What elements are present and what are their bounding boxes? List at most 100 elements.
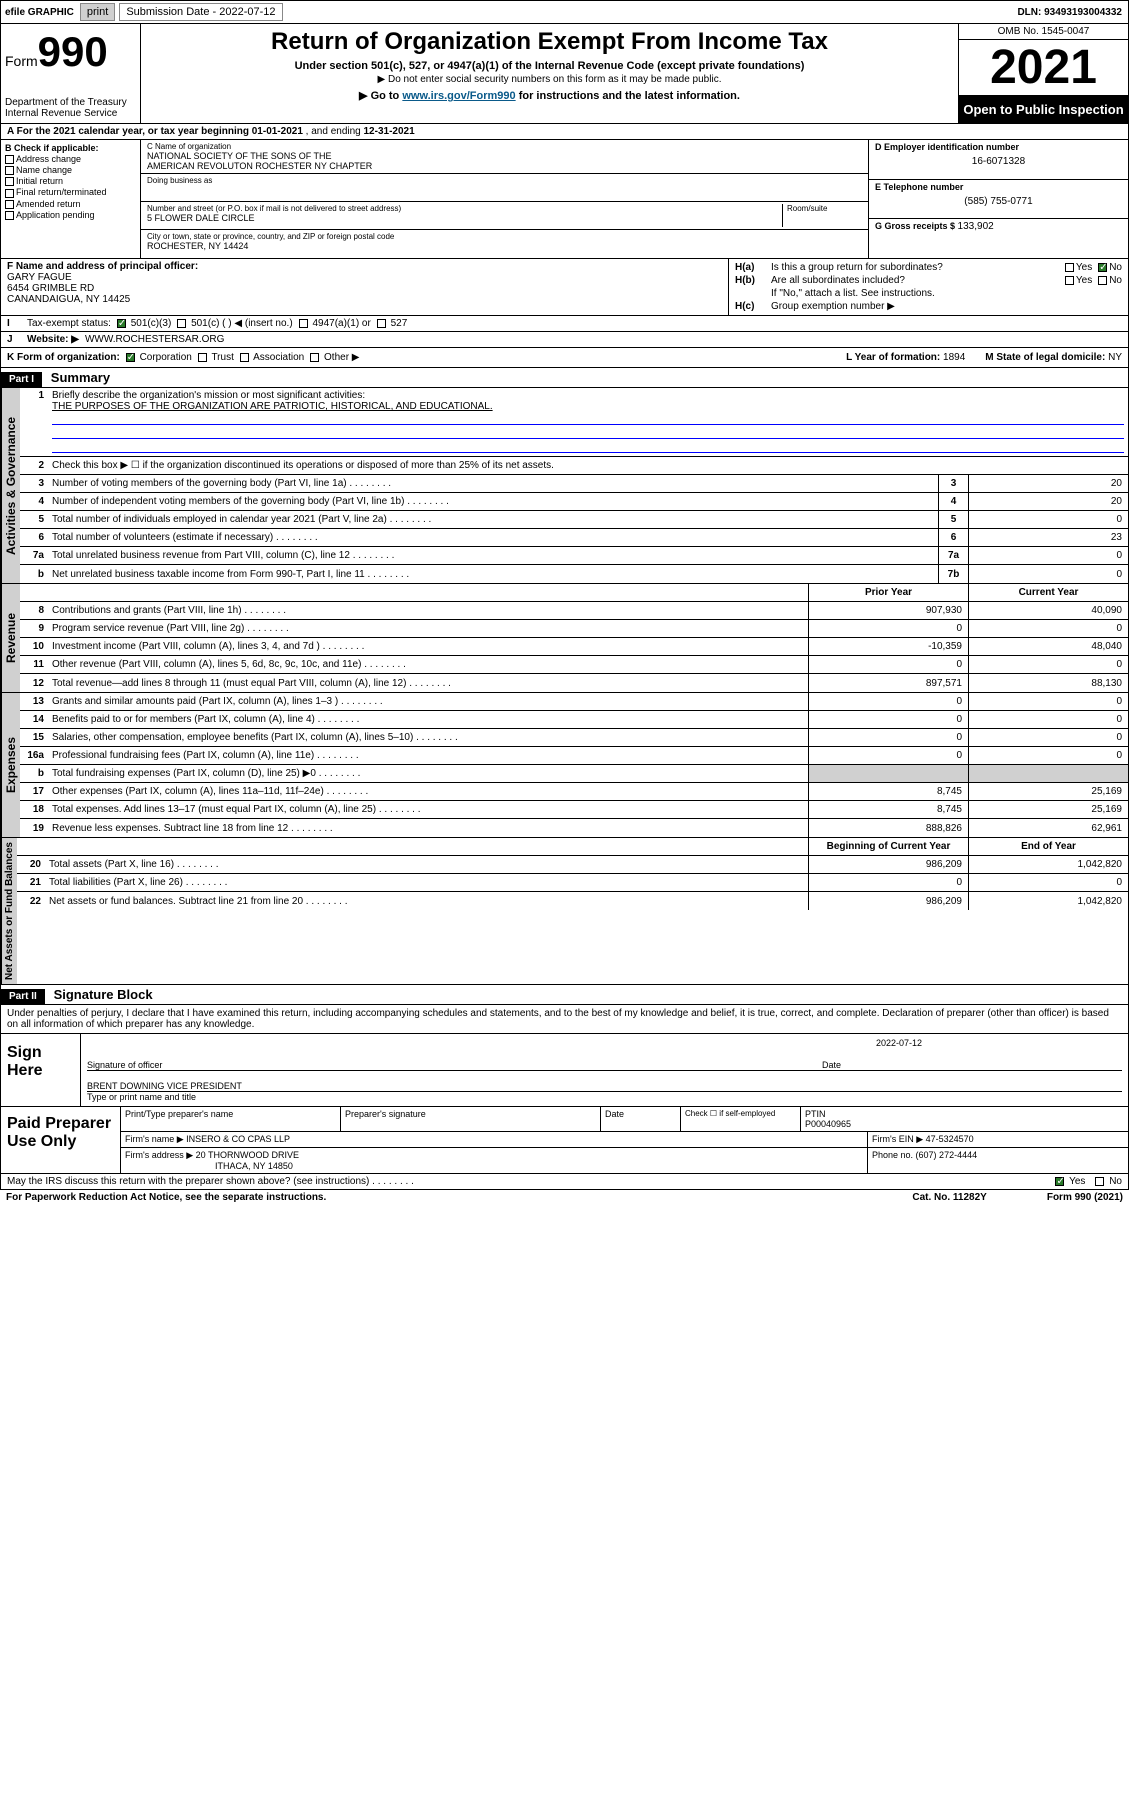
ptin-value: P00040965: [805, 1119, 1124, 1129]
firm-addr-label: Firm's address ▶: [125, 1150, 196, 1160]
website-value: WWW.ROCHESTERSAR.ORG: [85, 334, 224, 345]
gov-line: 3Number of voting members of the governi…: [20, 475, 1128, 493]
col-f-officer: F Name and address of principal officer:…: [1, 259, 728, 315]
prep-selfemp[interactable]: Check ☐ if self-employed: [681, 1107, 801, 1131]
cat-no: Cat. No. 11282Y: [912, 1192, 986, 1203]
rev-header: Prior Year Current Year: [20, 584, 1128, 602]
submission-date: Submission Date - 2022-07-12: [119, 3, 282, 21]
addr-row: Number and street (or P.O. box if mail i…: [141, 202, 868, 230]
org-name-row: C Name of organization NATIONAL SOCIETY …: [141, 140, 868, 174]
firm-name-label: Firm's name ▶: [125, 1134, 186, 1144]
dln: DLN: 93493193004332: [1011, 7, 1128, 18]
gov-line: bNet unrelated business taxable income f…: [20, 565, 1128, 583]
sign-here-label: Sign Here: [1, 1034, 81, 1106]
form-subtitle: Under section 501(c), 527, or 4947(a)(1)…: [149, 60, 950, 72]
dba-row: Doing business as: [141, 174, 868, 202]
print-button[interactable]: print: [80, 3, 115, 21]
rev-line: 10Investment income (Part VIII, column (…: [20, 638, 1128, 656]
chk-final[interactable]: Final return/terminated: [5, 187, 136, 197]
chk-initial[interactable]: Initial return: [5, 176, 136, 186]
discuss-no[interactable]: No: [1095, 1176, 1122, 1187]
prep-sig-label: Preparer's signature: [341, 1107, 601, 1131]
preparer-block: Paid Preparer Use Only Print/Type prepar…: [0, 1107, 1129, 1174]
ha-no[interactable]: No: [1098, 262, 1122, 273]
part1-revenue: Revenue Prior Year Current Year 8Contrib…: [0, 584, 1129, 693]
m-state: M State of legal domicile: NY: [985, 352, 1122, 363]
net-line: 20Total assets (Part X, line 16)986,2091…: [17, 856, 1128, 874]
firm-name: INSERO & CO CPAS LLP: [186, 1134, 290, 1144]
chk-assoc[interactable]: Association: [240, 352, 304, 363]
exp-line: 18Total expenses. Add lines 13–17 (must …: [20, 801, 1128, 819]
tab-expenses: Expenses: [1, 693, 20, 837]
ein-row: D Employer identification number 16-6071…: [869, 140, 1128, 180]
chk-other[interactable]: Other ▶: [310, 352, 359, 363]
header-left: Form990 Department of the Treasury Inter…: [1, 24, 141, 123]
rev-line: 9Program service revenue (Part VIII, lin…: [20, 620, 1128, 638]
hb-no[interactable]: No: [1098, 275, 1122, 286]
ptin-label: PTIN: [805, 1109, 1124, 1119]
tax-year: 2021: [959, 40, 1128, 96]
discuss-yes[interactable]: Yes: [1055, 1176, 1085, 1187]
footer: For Paperwork Reduction Act Notice, see …: [0, 1190, 1129, 1205]
q2-text: Check this box ▶ ☐ if the organization d…: [48, 458, 1128, 473]
exp-line: 14Benefits paid to or for members (Part …: [20, 711, 1128, 729]
discuss-row: May the IRS discuss this return with the…: [0, 1174, 1129, 1190]
exp-line: 15Salaries, other compensation, employee…: [20, 729, 1128, 747]
hb-yes[interactable]: Yes: [1065, 275, 1092, 286]
chk-527[interactable]: 527: [377, 318, 407, 329]
chk-4947[interactable]: 4947(a)(1) or: [299, 318, 371, 329]
preparer-label: Paid Preparer Use Only: [1, 1107, 121, 1173]
col-d: D Employer identification number 16-6071…: [868, 140, 1128, 258]
row-klm: K Form of organization: Corporation Trus…: [0, 348, 1129, 368]
section-fh: F Name and address of principal officer:…: [0, 259, 1129, 316]
row-a-tax-year: A For the 2021 calendar year, or tax yea…: [0, 124, 1129, 140]
section-bcd: B Check if applicable: Address change Na…: [0, 140, 1129, 259]
part1-expenses: Expenses 13Grants and similar amounts pa…: [0, 693, 1129, 838]
gross-row: G Gross receipts $ 133,902: [869, 219, 1128, 258]
net-line: 21Total liabilities (Part X, line 26)00: [17, 874, 1128, 892]
col-c-org: C Name of organization NATIONAL SOCIETY …: [141, 140, 868, 258]
gov-line: 4Number of independent voting members of…: [20, 493, 1128, 511]
tab-net-assets: Net Assets or Fund Balances: [1, 838, 17, 984]
chk-address[interactable]: Address change: [5, 154, 136, 164]
officer-name: BRENT DOWNING VICE PRESIDENT: [87, 1081, 1122, 1091]
chk-trust[interactable]: Trust: [198, 352, 234, 363]
part1-header: Part I Summary: [0, 368, 1129, 388]
header-mid: Return of Organization Exempt From Incom…: [141, 24, 958, 123]
form-header: Form990 Department of the Treasury Inter…: [0, 24, 1129, 124]
chk-amended[interactable]: Amended return: [5, 199, 136, 209]
rev-line: 8Contributions and grants (Part VIII, li…: [20, 602, 1128, 620]
firm-phone: (607) 272-4444: [916, 1150, 978, 1160]
part2-header: Part II Signature Block: [0, 985, 1129, 1005]
col-b-checkboxes: B Check if applicable: Address change Na…: [1, 140, 141, 258]
pra-notice: For Paperwork Reduction Act Notice, see …: [6, 1192, 912, 1203]
chk-name[interactable]: Name change: [5, 165, 136, 175]
exp-line: 17Other expenses (Part IX, column (A), l…: [20, 783, 1128, 801]
header-right: OMB No. 1545-0047 2021 Open to Public In…: [958, 24, 1128, 123]
chk-pending[interactable]: Application pending: [5, 210, 136, 220]
chk-501c[interactable]: 501(c) ( ) ◀ (insert no.): [177, 318, 292, 329]
gov-line: 7aTotal unrelated business revenue from …: [20, 547, 1128, 565]
ha-yes[interactable]: Yes: [1065, 262, 1092, 273]
part1-governance: Activities & Governance 1 Briefly descri…: [0, 388, 1129, 584]
dept-label: Department of the Treasury Internal Reve…: [5, 97, 136, 119]
firm-ein: 47-5324570: [926, 1134, 974, 1144]
tab-revenue: Revenue: [1, 584, 20, 692]
gov-line: 5Total number of individuals employed in…: [20, 511, 1128, 529]
chk-501c3[interactable]: 501(c)(3): [117, 318, 171, 329]
firm-phone-label: Phone no.: [872, 1150, 916, 1160]
firm-addr1: 20 THORNWOOD DRIVE: [196, 1150, 299, 1160]
exp-line: 13Grants and similar amounts paid (Part …: [20, 693, 1128, 711]
gov-line: 6Total number of volunteers (estimate if…: [20, 529, 1128, 547]
chk-corp[interactable]: Corporation: [126, 352, 192, 363]
exp-line: 16aProfessional fundraising fees (Part I…: [20, 747, 1128, 765]
note-ssn: ▶ Do not enter social security numbers o…: [149, 74, 950, 85]
firm-ein-label: Firm's EIN ▶: [872, 1134, 926, 1144]
city-row: City or town, state or province, country…: [141, 230, 868, 258]
form-ref: Form 990 (2021): [1047, 1192, 1123, 1203]
rev-line: 12Total revenue—add lines 8 through 11 (…: [20, 674, 1128, 692]
note-link: ▶ Go to www.irs.gov/Form990 for instruct…: [149, 89, 950, 102]
ha-row: H(a) Is this a group return for subordin…: [735, 261, 1122, 274]
irs-link[interactable]: www.irs.gov/Form990: [402, 90, 515, 102]
firm-addr2: ITHACA, NY 14850: [125, 1161, 863, 1171]
